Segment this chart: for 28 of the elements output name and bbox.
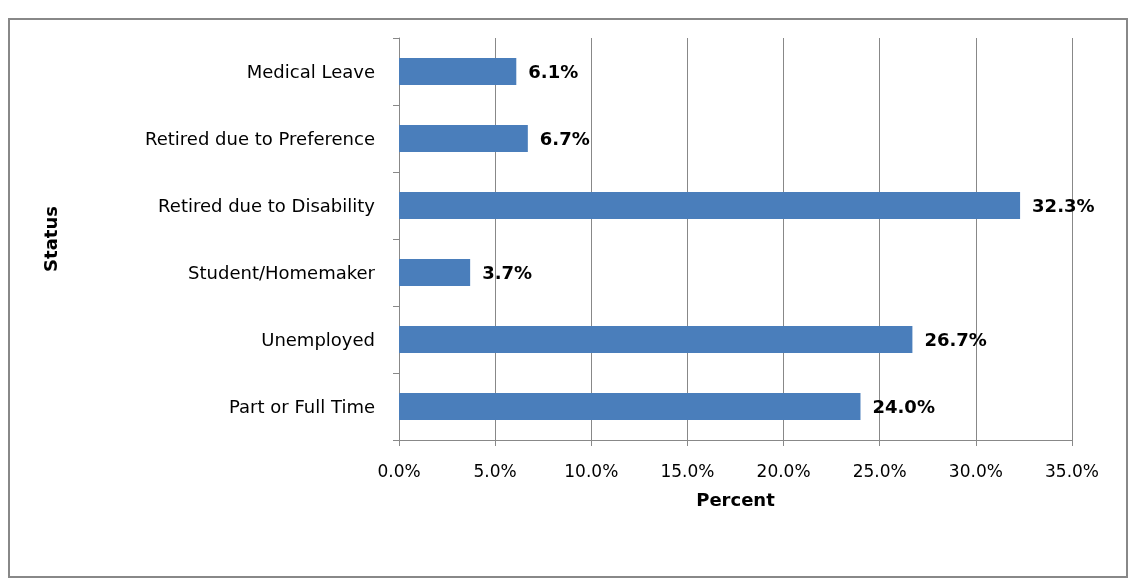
y-tick-label: Student/Homemaker <box>188 262 376 283</box>
data-label: 6.1% <box>528 61 579 82</box>
data-label: 26.7% <box>924 329 987 350</box>
data-label: 24.0% <box>872 396 935 417</box>
bar <box>399 192 1021 219</box>
bar <box>399 393 861 420</box>
bar <box>399 58 517 85</box>
x-tick-label: 20.0% <box>756 460 811 481</box>
data-label: 6.7% <box>539 128 590 149</box>
x-tick-label: 30.0% <box>948 460 1003 481</box>
y-tick-label: Unemployed <box>261 329 375 350</box>
y-tick-label: Medical Leave <box>246 61 375 82</box>
x-tick-label: 35.0% <box>1044 460 1100 481</box>
data-label: 32.3% <box>1032 195 1095 216</box>
x-tick-label: 5.0% <box>473 460 517 481</box>
y-tick-label: Part or Full Time <box>229 396 375 417</box>
bar <box>399 259 471 286</box>
x-tick-label: 25.0% <box>852 460 907 481</box>
x-tick-label: 10.0% <box>564 460 619 481</box>
y-axis-title: Status <box>39 206 61 272</box>
x-tick-label: 0.0% <box>377 460 421 481</box>
bar <box>399 326 913 353</box>
bar <box>399 125 528 152</box>
x-axis-title: Percent <box>696 488 776 510</box>
y-tick-label: Retired due to Preference <box>145 128 375 149</box>
data-label: 3.7% <box>482 262 533 283</box>
y-tick-label: Retired due to Disability <box>158 195 376 216</box>
x-tick-label: 15.0% <box>660 460 715 481</box>
